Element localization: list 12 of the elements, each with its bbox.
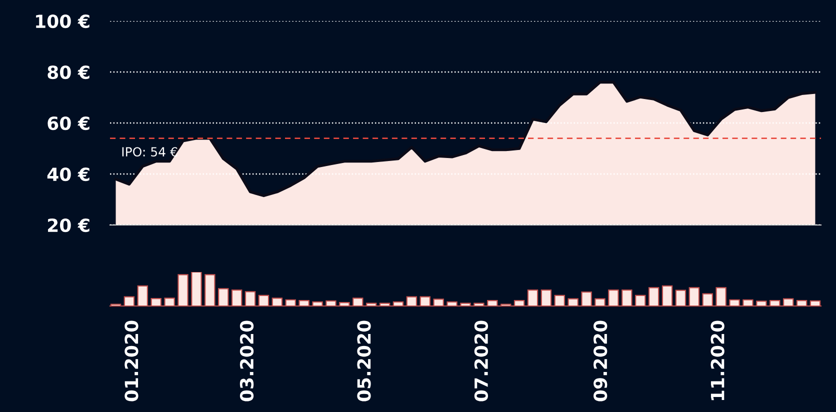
y-tick-label: 100 €: [36, 14, 90, 28]
x-tick-label: 01.2020: [124, 320, 138, 402]
y-tick-label: 20 €: [48, 218, 90, 232]
x-tick-label: 05.2020: [357, 320, 371, 402]
x-tick-label: 11.2020: [710, 320, 724, 400]
y-tick-label: 60 €: [48, 116, 90, 130]
y-tick-label: 80 €: [48, 65, 90, 80]
x-tick-label: 03.2020: [240, 320, 254, 402]
ref-line-label: IPO: 54 €: [122, 147, 178, 157]
x-tick-label: 09.2020: [594, 320, 608, 402]
y-tick-label: 40 €: [47, 167, 90, 182]
x-tick-label: 07.2020: [474, 320, 488, 402]
